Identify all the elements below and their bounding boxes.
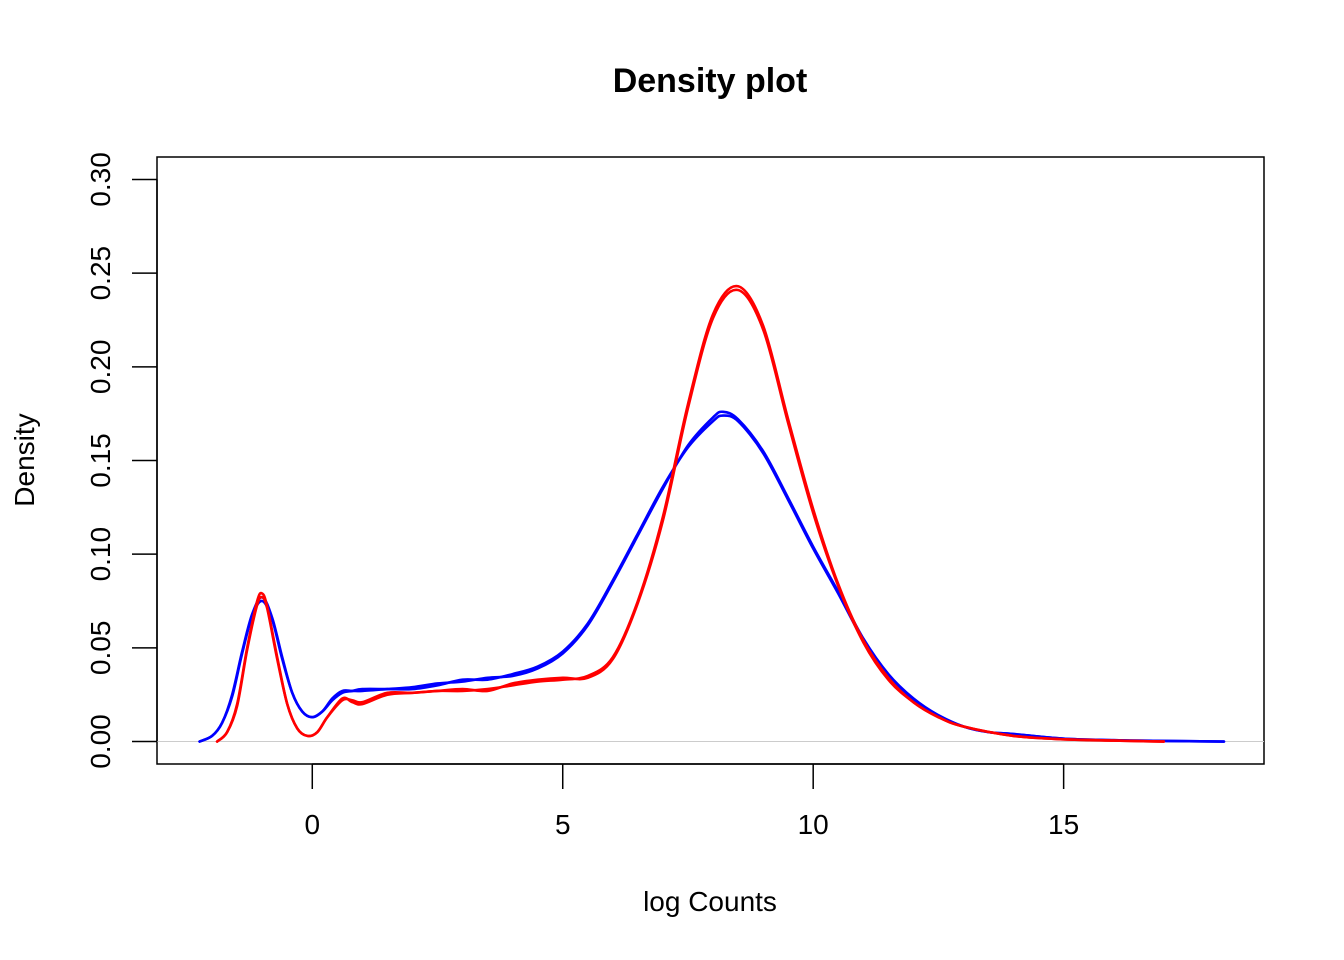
x-tick-label: 15 xyxy=(1048,809,1079,840)
x-tick-label: 0 xyxy=(304,809,320,840)
density-line-2 xyxy=(198,414,1226,743)
x-tick-label: 10 xyxy=(798,809,829,840)
y-tick-label: 0.05 xyxy=(85,621,116,676)
y-tick-label: 0.10 xyxy=(85,527,116,582)
y-tick-label: 0.00 xyxy=(85,714,116,769)
chart-title: Density plot xyxy=(613,62,808,100)
density-line-3 xyxy=(215,284,1166,743)
y-axis: 0.00 0.05 0.10 0.15 0.20 0.25 0.30 xyxy=(85,152,158,769)
x-axis: 0 5 10 15 xyxy=(304,763,1079,840)
x-axis-label: log Counts xyxy=(643,886,777,917)
y-tick-label: 0.30 xyxy=(85,152,116,207)
y-axis-label: Density xyxy=(9,413,40,506)
y-tick-label: 0.15 xyxy=(85,433,116,488)
y-tick-label: 0.20 xyxy=(85,340,116,395)
x-tick-label: 5 xyxy=(555,809,571,840)
y-tick-label: 0.25 xyxy=(85,246,116,301)
density-series-group xyxy=(198,284,1226,743)
density-line-4 xyxy=(215,288,1166,743)
plot-frame xyxy=(156,156,1265,765)
